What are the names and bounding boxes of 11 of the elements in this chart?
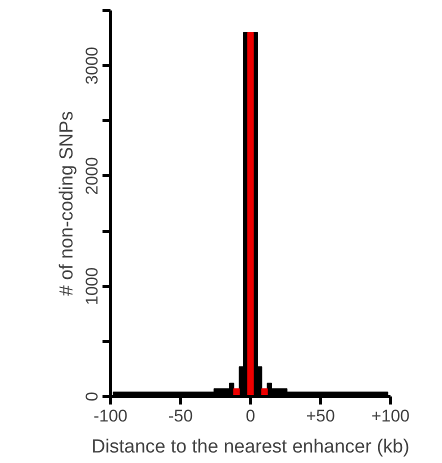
x-tick-label: 0 — [246, 406, 256, 426]
x-tick-label: +100 — [371, 406, 410, 426]
x-tick-label: +50 — [306, 406, 335, 426]
y-tick-label: 3000 — [82, 46, 102, 85]
x-tick-label: -50 — [168, 406, 193, 426]
x-tick-label: -100 — [93, 406, 128, 426]
x-axis-title: Distance to the nearest enhancer (kb) — [92, 436, 410, 458]
y-tick-label: 1000 — [82, 267, 102, 306]
y-tick-label: 0 — [82, 392, 102, 402]
y-axis-title: # of non-coding SNPs — [56, 111, 78, 296]
y-tick-label: 2000 — [82, 157, 102, 195]
